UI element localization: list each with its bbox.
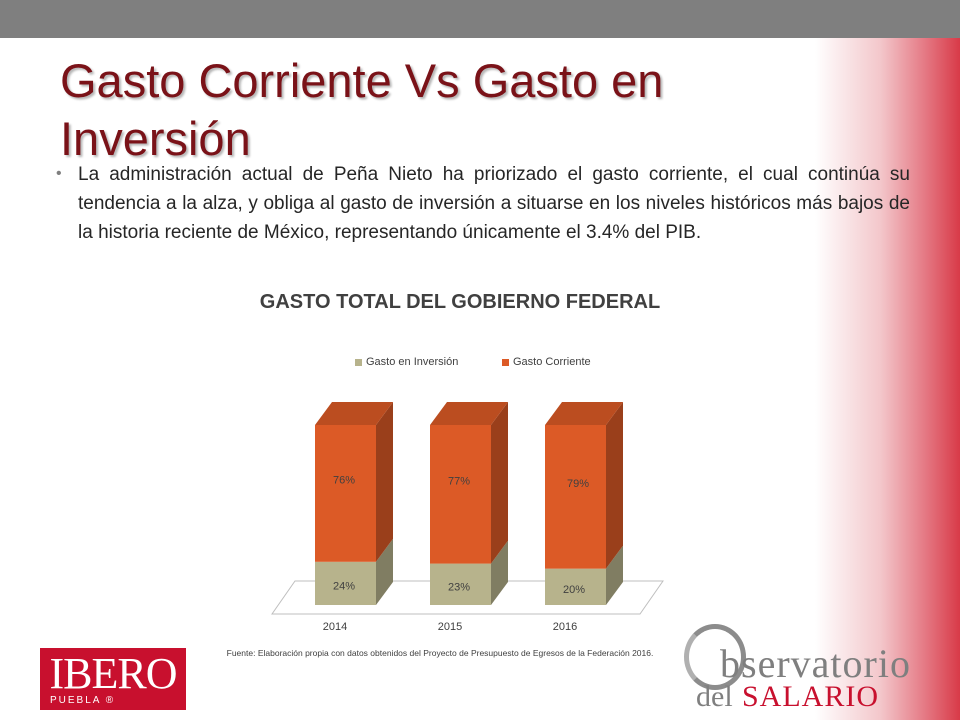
ibero-logo: IBERO PUEBLA ® (40, 648, 186, 710)
data-label-2014-corriente: 76% (333, 474, 355, 486)
x-tick-label-2015: 2015 (438, 621, 462, 633)
bar-side-2015-corriente (491, 402, 508, 564)
bar-top-2015 (430, 402, 508, 425)
observatorio-logo-del: del (696, 680, 733, 713)
legend-item-corriente: Gasto Corriente (502, 356, 591, 368)
decorative-gradient (815, 38, 960, 720)
legend-label-corriente: Gasto Corriente (513, 356, 591, 368)
bullet-paragraph: • La administración actual de Peña Nieto… (56, 160, 910, 247)
bullet-dot-icon: • (56, 165, 62, 182)
bar-side-2014-corriente (376, 402, 393, 562)
slide-title: Gasto Corriente Vs Gasto en Inversión (60, 54, 664, 165)
observatorio-o-icon (684, 624, 746, 690)
bar-side-2016-inversion (606, 545, 623, 605)
bar-side-2016-corriente (606, 402, 623, 569)
top-bar (0, 0, 960, 38)
bar-side-2015-inversion (491, 540, 508, 605)
bar-side-2014-inversion (376, 538, 393, 605)
data-label-2016-corriente: 79% (567, 478, 589, 490)
legend-swatch-corriente (502, 358, 509, 366)
ibero-logo-subtext: PUEBLA ® (50, 695, 116, 706)
legend-swatch-inversion (355, 358, 362, 366)
data-label-2014-inversion: 24% (333, 580, 355, 592)
bar-front-2015-inversion (430, 563, 491, 605)
bar-top-2014 (315, 402, 393, 425)
bar-top-2016 (545, 402, 623, 425)
bar-front-2015-corriente (430, 425, 491, 564)
bar-front-2014-inversion (315, 561, 376, 605)
data-label-2015-inversion: 23% (448, 581, 470, 593)
bullet-text: La administración actual de Peña Nieto h… (78, 164, 910, 243)
ibero-logo-text: IBERO (49, 649, 178, 698)
x-tick-label-2014: 2014 (323, 621, 347, 633)
chart-title: GASTO TOTAL DEL GOBIERNO FEDERAL (259, 291, 661, 313)
x-tick-label-2016: 2016 (553, 621, 577, 633)
source-note: Fuente: Elaboración propia con datos obt… (226, 648, 654, 658)
observatorio-logo-salario: SALARIO (742, 680, 880, 713)
data-label-2016-inversion: 20% (563, 584, 585, 596)
legend-label-inversion: Gasto en Inversión (366, 356, 459, 368)
data-label-2015-corriente: 77% (448, 475, 470, 487)
observatorio-logo: bservatorio del SALARIO (680, 622, 940, 718)
observatorio-logo-word: bservatorio (720, 641, 911, 686)
bar-front-2014-corriente (315, 425, 376, 562)
bar-front-2016-inversion (545, 568, 606, 605)
legend-item-inversion: Gasto en Inversión (355, 356, 458, 368)
bar-front-2016-corriente (545, 425, 606, 569)
